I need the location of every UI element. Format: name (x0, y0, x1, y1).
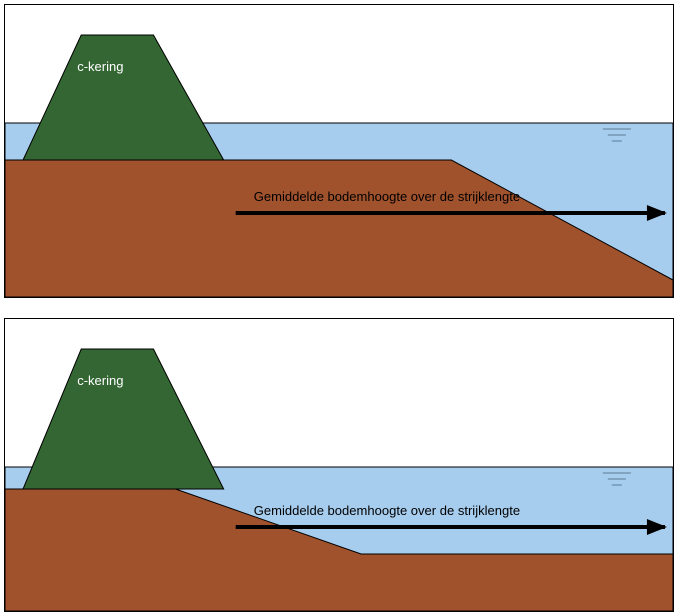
arrow-label-bottom: Gemiddelde bodemhoogte over de strijklen… (254, 503, 520, 518)
dike-top (23, 35, 224, 160)
page: c-kering Gemiddelde bodemhoogte over de … (0, 0, 676, 614)
diagram-panel-bottom: c-kering Gemiddelde bodemhoogte over de … (4, 318, 674, 612)
arrow-label-top: Gemiddelde bodemhoogte over de strijklen… (254, 189, 520, 204)
diagram-panel-top: c-kering Gemiddelde bodemhoogte over de … (4, 4, 674, 298)
diagram-top-svg: c-kering Gemiddelde bodemhoogte over de … (5, 5, 673, 297)
dike-label-top: c-kering (77, 59, 123, 74)
dike-label-bottom: c-kering (77, 373, 123, 388)
diagram-bottom-svg: c-kering Gemiddelde bodemhoogte over de … (5, 319, 673, 611)
dike-bottom (23, 349, 224, 489)
